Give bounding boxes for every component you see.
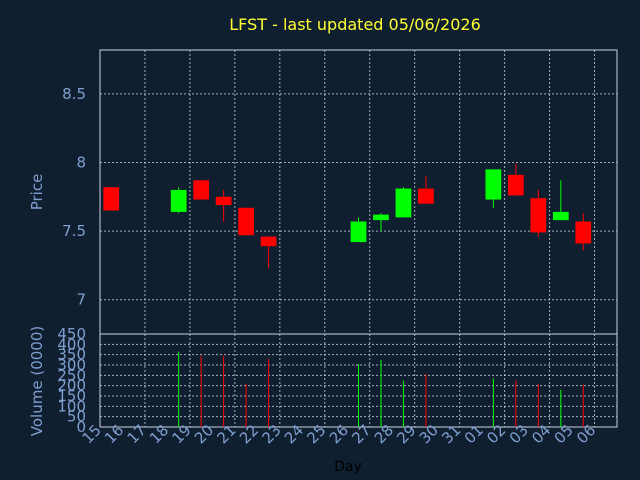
- candle-body: [170, 189, 187, 212]
- candle-body: [215, 196, 232, 206]
- x-axis-label: Day: [334, 459, 362, 475]
- volume-tick-label: 450: [57, 325, 86, 343]
- x-axis: 1516171819202122232425262728293031010203…: [79, 421, 600, 447]
- x-tick-label: 06: [573, 421, 599, 447]
- candle-body: [193, 180, 210, 200]
- volume-tick-label: 200: [57, 377, 86, 395]
- candle-body: [552, 211, 569, 221]
- candle-body: [238, 207, 254, 236]
- volume-axis-label: Volume (0000): [28, 326, 46, 436]
- candle-body: [373, 214, 389, 221]
- price-tick-label: 7: [76, 291, 86, 309]
- candle-body: [103, 187, 120, 211]
- candle-body: [418, 188, 434, 204]
- volume-tick-label: 250: [57, 366, 86, 384]
- price-panel: 7 7.5 8 8.5: [62, 49, 618, 335]
- volume-tick-label: 150: [57, 387, 86, 405]
- volume-tick-label: 100: [57, 397, 86, 415]
- price-tick-label: 8: [76, 154, 86, 172]
- volume-tick-label: 300: [57, 356, 86, 374]
- candle-body: [507, 174, 524, 196]
- price-tick-label: 7.5: [62, 222, 86, 240]
- candle-body: [575, 221, 592, 244]
- price-axis-label: Price: [28, 174, 46, 211]
- volume-tick-label: 50: [67, 408, 86, 426]
- volume-tick-label: 400: [57, 335, 86, 353]
- candle-body: [260, 236, 277, 247]
- volume-tick-label: 350: [57, 346, 86, 364]
- chart-title: LFST - last updated 05/06/2026: [229, 15, 481, 34]
- price-tick-label: 8.5: [62, 85, 86, 103]
- candle-body: [485, 169, 502, 200]
- candle-body: [395, 188, 412, 218]
- candle-body: [350, 221, 367, 243]
- candle-body: [530, 198, 547, 233]
- volume-tick-label: 0: [76, 418, 86, 436]
